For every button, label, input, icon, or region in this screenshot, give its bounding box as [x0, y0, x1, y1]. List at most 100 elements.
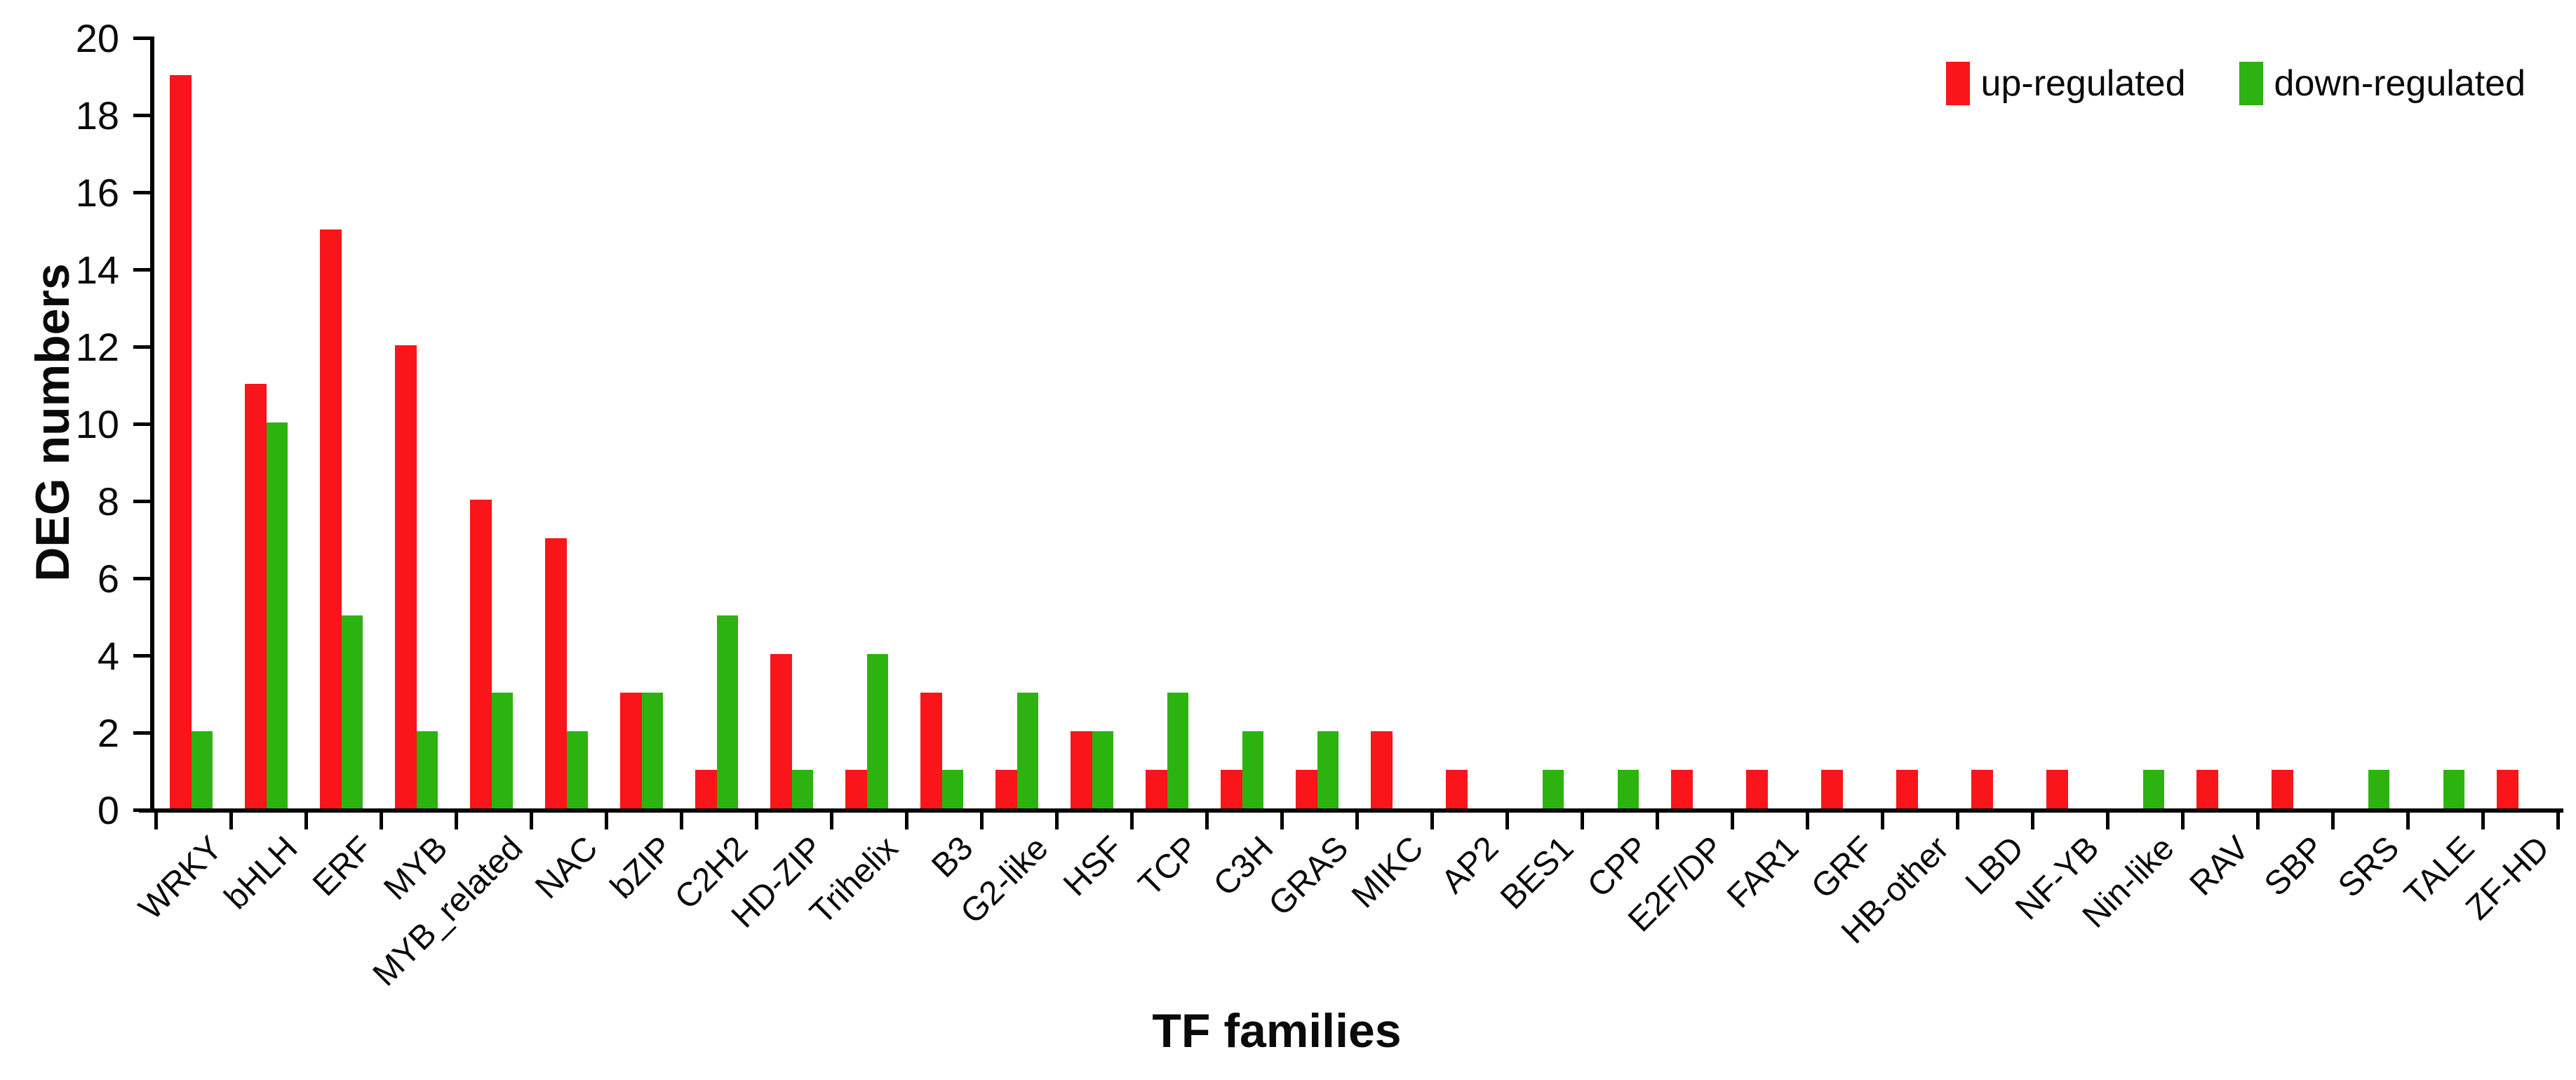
y-tick-12 [133, 345, 150, 349]
x-tick-7 [680, 813, 683, 829]
x-tick-0 [154, 813, 158, 829]
x-tick-15 [1280, 813, 1284, 829]
bar-down-B3 [941, 770, 963, 808]
bar-up-ERF [320, 229, 342, 808]
x-tick-31 [2481, 813, 2485, 829]
bar-up-RAV [2196, 770, 2218, 808]
x-tick-17 [1430, 813, 1434, 829]
bar-up-FAR1 [1746, 770, 1768, 808]
y-tick-14 [133, 268, 150, 272]
x-tick-24 [1956, 813, 1959, 829]
y-tick-20 [133, 36, 150, 40]
bar-down-GRAS [1317, 731, 1339, 808]
y-axis-line [150, 36, 154, 813]
bar-down-CPP [1617, 770, 1639, 808]
x-axis-title: TF families [1152, 1004, 1402, 1058]
bar-down-SRS [2368, 770, 2389, 808]
x-tick-25 [2031, 813, 2034, 829]
legend-item-up-regulated: up-regulated [1945, 62, 2186, 105]
bar-down-bZIP [641, 693, 663, 808]
x-tick-1 [229, 813, 233, 829]
y-tick-label-16: 16 [75, 171, 119, 215]
bar-up-GRAS [1296, 770, 1317, 808]
y-tick-label-8: 8 [97, 479, 119, 524]
bar-down-Trihelix [866, 654, 888, 808]
x-tick-22 [1806, 813, 1809, 829]
bar-up-AP2 [1446, 770, 1468, 808]
bar-down-HSF [1092, 731, 1113, 808]
bar-up-E2F/DP [1671, 770, 1693, 808]
y-tick-label-0: 0 [97, 788, 119, 832]
x-tick-3 [380, 813, 383, 829]
x-tick-10 [905, 813, 908, 829]
y-tick-label-14: 14 [75, 248, 119, 292]
x-tick-12 [1055, 813, 1059, 829]
bar-up-MYB [395, 345, 417, 808]
y-tick-label-18: 18 [75, 93, 119, 138]
x-tick-9 [830, 813, 833, 829]
x-tick-11 [980, 813, 984, 829]
y-tick-8 [133, 500, 150, 503]
bar-up-C2H2 [695, 770, 717, 808]
bar-down-MYB [416, 731, 438, 808]
x-tick-5 [530, 813, 533, 829]
x-tick-8 [755, 813, 758, 829]
bar-up-bHLH [245, 384, 267, 808]
bar-down-NAC [566, 731, 588, 808]
bar-up-MIKC [1371, 731, 1393, 808]
x-tick-6 [605, 813, 608, 829]
y-tick-label-12: 12 [75, 325, 119, 369]
legend-item-down-regulated: down-regulated [2239, 62, 2525, 105]
y-tick-label-2: 2 [97, 711, 119, 755]
x-tick-27 [2181, 813, 2185, 829]
chart-legend: up-regulated down-regulated [1945, 62, 2525, 105]
bar-up-C3H [1221, 770, 1242, 808]
y-tick-label-4: 4 [97, 634, 119, 678]
x-tick-32 [2556, 813, 2560, 829]
bar-down-TCP [1167, 693, 1188, 808]
bar-down-G2-like [1017, 693, 1038, 808]
x-tick-21 [1731, 813, 1734, 829]
down-regulated-swatch-icon [2239, 62, 2263, 105]
x-tick-29 [2331, 813, 2335, 829]
bar-down-MYB_related [491, 693, 513, 808]
bar-up-bZIP [620, 693, 642, 808]
y-tick-label-20: 20 [75, 16, 119, 60]
x-tick-19 [1581, 813, 1584, 829]
bar-up-SBP [2272, 770, 2293, 808]
bar-down-C2H2 [716, 615, 738, 808]
y-tick-18 [133, 114, 150, 117]
bar-up-B3 [920, 693, 942, 808]
x-tick-4 [455, 813, 458, 829]
y-tick-16 [133, 191, 150, 194]
y-tick-label-10: 10 [75, 402, 119, 446]
x-tick-28 [2256, 813, 2260, 829]
y-tick-0 [133, 808, 150, 812]
x-tick-18 [1505, 813, 1509, 829]
bar-down-HD-ZIP [791, 770, 813, 808]
x-tick-13 [1130, 813, 1134, 829]
bar-up-MYB_related [470, 500, 492, 808]
legend-label-up-regulated: up-regulated [1980, 63, 2186, 104]
bar-down-BES1 [1542, 770, 1564, 808]
bar-up-HD-ZIP [770, 654, 792, 808]
bar-down-TALE [2443, 770, 2464, 808]
legend-label-down-regulated: down-regulated [2274, 63, 2525, 104]
x-tick-14 [1205, 813, 1209, 829]
x-tick-20 [1656, 813, 1659, 829]
bar-down-C3H [1242, 731, 1263, 808]
bar-down-WRKY [191, 731, 213, 808]
bar-up-LBD [1971, 770, 1993, 808]
x-tick-30 [2406, 813, 2410, 829]
bar-down-ERF [341, 615, 363, 808]
bar-up-TCP [1146, 770, 1167, 808]
bar-up-HB-other [1896, 770, 1918, 808]
y-tick-4 [133, 654, 150, 658]
x-axis-line [139, 808, 2563, 813]
bar-down-bHLH [266, 422, 288, 808]
bar-down-Nin-like [2142, 770, 2164, 808]
bar-up-G2-like [995, 770, 1017, 808]
bar-up-NAC [545, 538, 567, 808]
x-tick-2 [304, 813, 308, 829]
